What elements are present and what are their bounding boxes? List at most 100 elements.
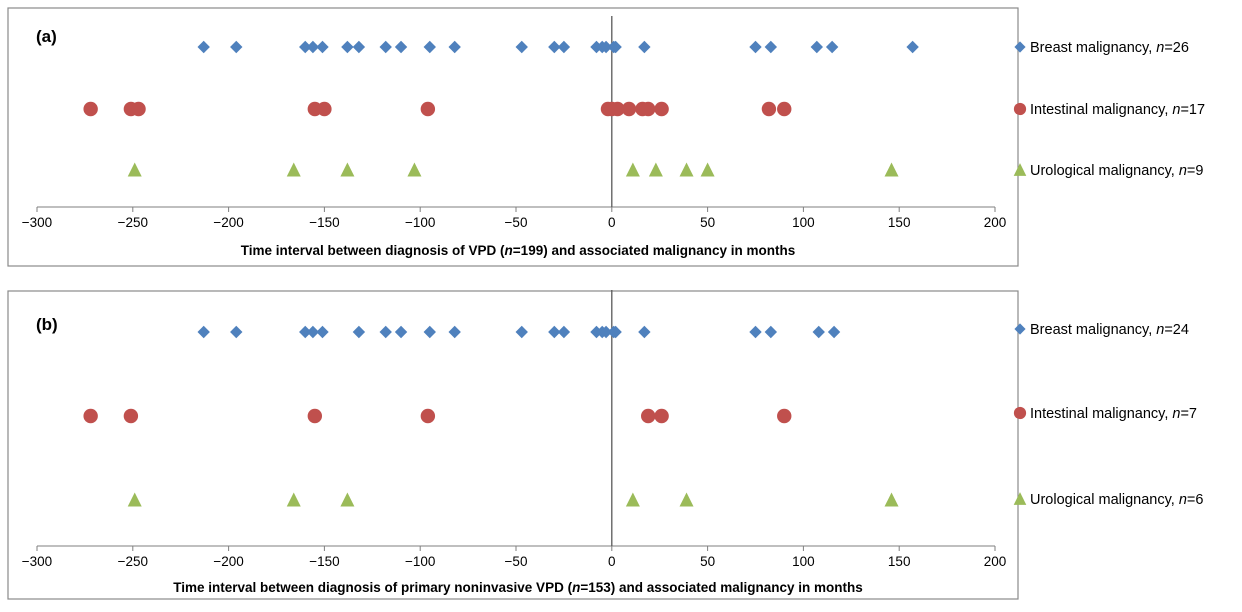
panel-label: (a) <box>36 27 57 46</box>
series-circle <box>83 408 792 424</box>
diamond-point <box>379 40 392 54</box>
diamond-point <box>341 40 354 54</box>
diamond-point <box>599 40 613 54</box>
x-tick-label: −100 <box>405 554 435 569</box>
x-tick-label: 150 <box>888 554 911 569</box>
x-tick-label: −200 <box>213 215 243 230</box>
triangle-point <box>679 492 694 507</box>
x-tick-label: −300 <box>22 554 52 569</box>
legend-label: Breast malignancy, n=26 <box>1030 40 1189 56</box>
diamond-point <box>379 325 392 339</box>
diamond-point <box>448 40 461 54</box>
circle-point <box>420 101 436 117</box>
circle-point <box>317 101 332 117</box>
circle-point <box>420 408 436 424</box>
circle-point <box>641 408 656 424</box>
circle-point <box>621 101 637 117</box>
diamond-point <box>423 325 436 339</box>
diamond-point <box>515 40 528 54</box>
x-tick-label: 0 <box>608 554 616 569</box>
diamond-point <box>197 325 210 339</box>
triangle-point <box>407 162 422 177</box>
series-triangle <box>127 492 899 507</box>
x-tick-label: −150 <box>309 215 339 230</box>
diamond-point <box>764 40 778 54</box>
triangle-point <box>286 492 301 507</box>
x-tick-label: −250 <box>118 215 148 230</box>
diamond-point <box>638 325 651 339</box>
legend-entry: Intestinal malignancy, n=7 <box>1013 406 1197 422</box>
diamond-point <box>352 40 366 54</box>
legend-entry: Urological malignancy, n=9 <box>1013 163 1203 179</box>
diamond-point <box>230 40 243 54</box>
diamond-point <box>515 325 528 339</box>
legend-entry: Intestinal malignancy, n=17 <box>1013 102 1205 118</box>
diamond-point <box>306 325 320 339</box>
circle-point <box>777 101 792 117</box>
x-axis-title: Time interval between diagnosis of VPD (… <box>241 243 796 258</box>
legend-label: Breast malignancy, n=24 <box>1030 322 1189 338</box>
legend-triangle-marker <box>1013 492 1027 505</box>
diamond-point <box>557 40 571 54</box>
diamond-point <box>557 325 571 339</box>
triangle-point <box>679 162 694 177</box>
legend-entry: Urological malignancy, n=6 <box>1013 492 1203 508</box>
circle-point <box>83 101 98 117</box>
series-diamond <box>197 325 841 339</box>
triangle-point <box>127 492 142 507</box>
triangle-point <box>884 162 899 177</box>
series-diamond <box>197 40 919 54</box>
triangle-point <box>625 162 640 177</box>
x-tick-label: 50 <box>700 554 715 569</box>
diamond-point <box>394 325 408 339</box>
diamond-point <box>306 40 320 54</box>
circle-point <box>83 408 98 424</box>
legend-triangle-marker <box>1013 163 1027 176</box>
panel-label: (b) <box>36 315 58 334</box>
x-tick-label: 200 <box>984 554 1007 569</box>
series-circle <box>83 101 792 117</box>
legend-label: Urological malignancy, n=6 <box>1030 492 1203 508</box>
legend-entry: Breast malignancy, n=24 <box>1014 322 1189 338</box>
circle-point <box>654 408 669 424</box>
diamond-point <box>749 40 762 54</box>
diamond-point <box>548 325 561 339</box>
legend-diamond-marker <box>1014 323 1026 335</box>
diamond-point <box>749 325 762 339</box>
legend-diamond-marker <box>1014 41 1026 53</box>
diamond-point <box>638 40 651 54</box>
x-tick-label: −50 <box>505 554 528 569</box>
x-axis-title: Time interval between diagnosis of prima… <box>173 580 863 595</box>
x-tick-label: −50 <box>505 215 528 230</box>
diamond-point <box>197 40 210 54</box>
x-tick-label: −100 <box>405 215 435 230</box>
triangle-point <box>700 162 715 177</box>
circle-point <box>307 408 323 424</box>
circle-point <box>123 408 139 424</box>
diamond-point <box>812 325 825 339</box>
legend-entry: Breast malignancy, n=26 <box>1014 40 1189 56</box>
x-tick-label: 0 <box>608 215 616 230</box>
x-tick-label: −200 <box>213 554 243 569</box>
panel-1: (b) −300 −250 −200 −150 −100 −50 0 50 100 150 200 Ti… <box>7 290 1019 600</box>
circle-point <box>654 101 669 117</box>
panel-0: (a) −300 −250 −200 −150 −100 −50 0 50 100 150 200 Ti… <box>7 7 1019 267</box>
series-triangle <box>127 162 899 177</box>
circle-point <box>777 408 792 424</box>
diamond-point <box>599 325 613 339</box>
diamond-point <box>423 40 436 54</box>
legend-circle-marker <box>1013 406 1027 420</box>
diamond-point <box>548 40 561 54</box>
diamond-point <box>825 40 839 54</box>
circle-point <box>641 101 656 117</box>
triangle-point <box>340 162 355 177</box>
legend-label: Intestinal malignancy, n=17 <box>1030 102 1205 118</box>
diamond-point <box>810 40 824 54</box>
legend-label: Intestinal malignancy, n=7 <box>1030 406 1197 422</box>
triangle-point <box>884 492 899 507</box>
diamond-point <box>316 325 329 339</box>
triangle-point <box>625 492 640 507</box>
diamond-point <box>906 40 919 54</box>
diamond-point <box>316 40 329 54</box>
